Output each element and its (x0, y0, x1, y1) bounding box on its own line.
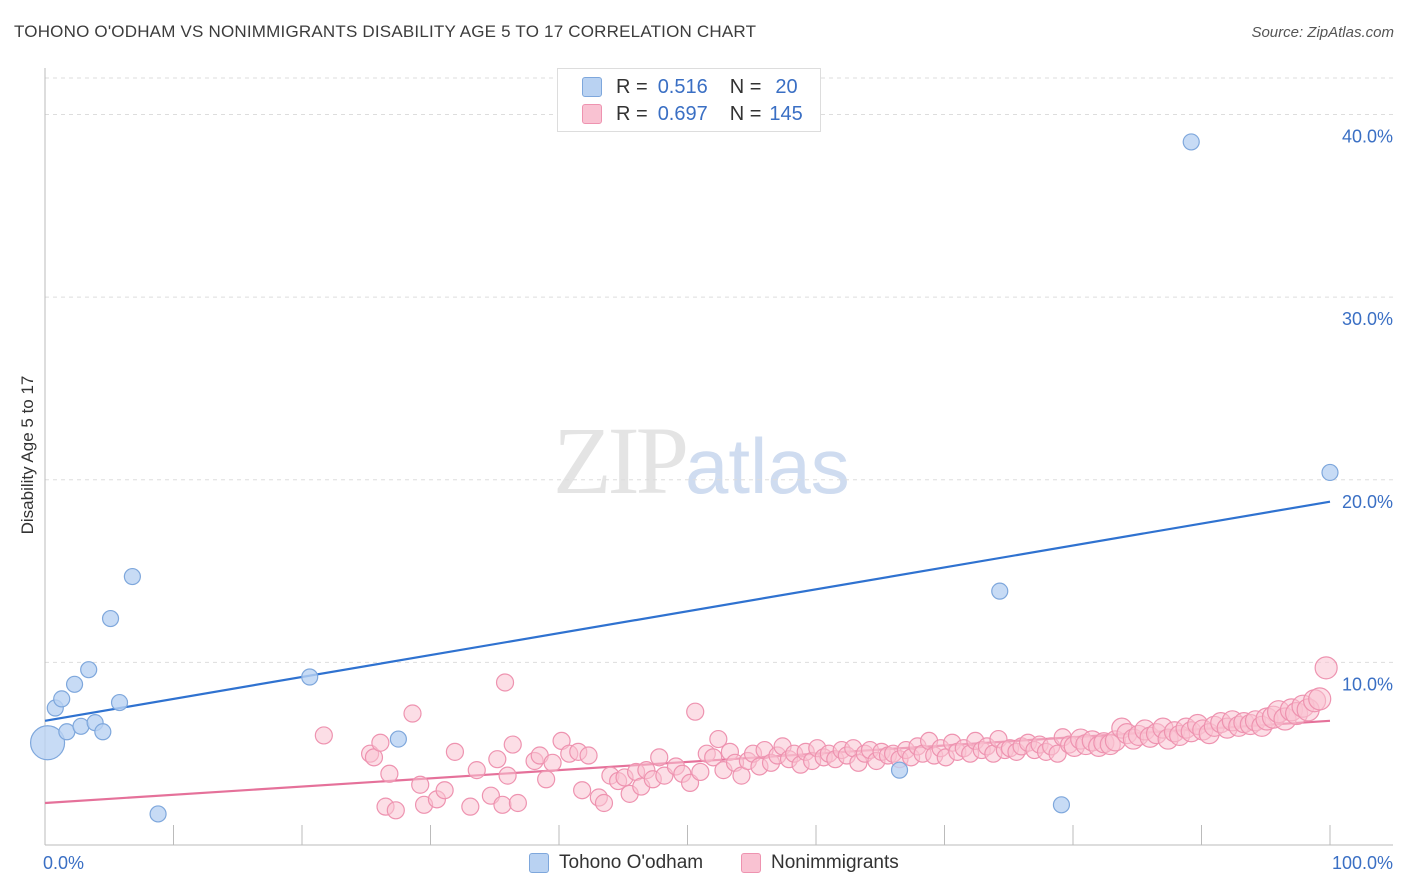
watermark-atlas: atlas (685, 422, 850, 510)
tohono-point (53, 690, 71, 708)
nonimmigrants-point (314, 726, 333, 745)
tohono-point (991, 582, 1009, 600)
nonimmigrants-point (435, 781, 454, 800)
trend-layer (44, 500, 1331, 805)
legend-swatch-blue (582, 77, 602, 97)
nonimmigrants-point (1314, 656, 1338, 680)
nonimmigrants-point (691, 762, 710, 782)
tohono-point (29, 725, 66, 761)
legend-n-label: N = (729, 102, 762, 125)
tohono-point (110, 693, 129, 712)
stats-legend: R = 0.516 N = 20 R = 0.697 N = 145 (557, 68, 821, 132)
watermark: ZIPatlas (553, 405, 850, 516)
tohono-point (80, 661, 98, 679)
nonimmigrants-point (495, 673, 515, 692)
y-axis-label: Disability Age 5 to 17 (18, 375, 37, 535)
nonimmigrants-point (445, 742, 465, 761)
nonimmigrants-point (411, 775, 430, 794)
bottom-legend-swatch-blue (529, 853, 549, 873)
nonimmigrants-point (573, 781, 592, 800)
nonimmigrants-point (461, 797, 480, 816)
legend-row-tohono: R = 0.516 N = 20 (582, 75, 798, 99)
x-tick-label: 100.0% (1332, 853, 1393, 873)
y-tick-label: 20.0% (1342, 492, 1393, 512)
legend-n-value: 20 (775, 75, 798, 98)
tohono-point (101, 609, 120, 628)
grid-layer (45, 77, 1393, 663)
y-tick-label: 10.0% (1342, 674, 1393, 694)
watermark-zip: ZIP (553, 407, 689, 514)
nonimmigrants-point (380, 764, 399, 783)
nonimmigrants-point (498, 766, 517, 785)
tohono-point (72, 717, 90, 735)
y-tick-label: 40.0% (1342, 127, 1393, 147)
nonimmigrants-point (403, 704, 422, 723)
legend-r-label: R = (616, 102, 648, 125)
tohono-point (149, 805, 167, 823)
tohono-point (123, 567, 141, 586)
chart-title: TOHONO O'ODHAM VS NONIMMIGRANTS DISABILI… (14, 22, 757, 41)
legend-r-value: 0.697 (657, 102, 708, 125)
tohono-trend-line (44, 500, 1331, 722)
legend-swatch-pink (582, 104, 602, 124)
nonimmigrants-point (537, 770, 556, 789)
nonimmigrants-point (650, 748, 669, 767)
bottom-legend-tohono: Tohono O'odham (529, 852, 703, 874)
source-label: Source: ZipAtlas.com (1251, 24, 1394, 41)
points-layer (29, 133, 1339, 823)
nonimmigrants-point (467, 761, 486, 780)
tohono-point (1182, 133, 1200, 151)
nonimmigrants-point (709, 729, 728, 749)
legend-row-nonimmigrants: R = 0.697 N = 145 (582, 102, 803, 126)
nonimmigrants-point (493, 795, 512, 814)
tohono-point (65, 675, 84, 693)
tohono-point (389, 730, 407, 748)
bottom-legend-label: Tohono O'odham (559, 852, 704, 873)
nonimmigrants-point (386, 801, 405, 820)
nonimmigrants-point (594, 793, 614, 813)
tohono-point (1052, 796, 1071, 814)
x-tick-label: 0.0% (43, 853, 84, 873)
legend-r-value: 0.516 (657, 75, 708, 98)
legend-r-label: R = (616, 75, 648, 98)
bottom-legend-label: Nonimmigrants (771, 852, 899, 873)
tohono-point (890, 761, 909, 779)
y-tick-label: 30.0% (1342, 309, 1393, 329)
nonimmigrants-point (371, 733, 390, 752)
nonimmigrants-point (704, 748, 723, 767)
nonimmigrants-point (503, 735, 522, 754)
nonimmigrants-point (579, 746, 598, 765)
nonimmigrants-point (508, 793, 527, 813)
tohono-point (94, 723, 112, 741)
axis-layer (44, 68, 1393, 846)
tohono-point (301, 668, 319, 686)
labels-layer: 10.0% 20.0% 30.0% 40.0% 0.0% 100.0% (43, 127, 1393, 873)
nonimmigrants-point (543, 753, 562, 772)
nonimmigrants-point (488, 750, 507, 769)
tohono-point (1321, 463, 1339, 482)
bottom-legend-swatch-pink (741, 853, 761, 873)
bottom-legend-nonimmigrants: Nonimmigrants (741, 852, 899, 874)
legend-n-label: N = (729, 75, 762, 98)
nonimmigrants-point (686, 702, 705, 721)
nonimmigrants-point (1308, 687, 1332, 711)
legend-n-value: 145 (769, 102, 803, 125)
